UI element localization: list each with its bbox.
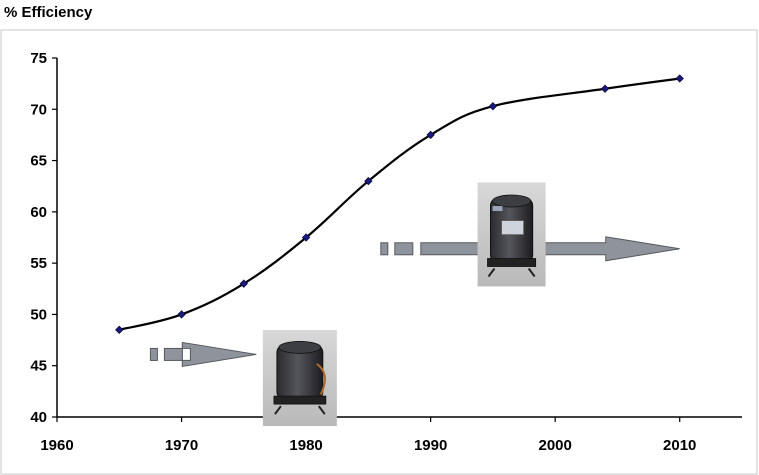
series-line [119,77,680,331]
x-tick-label: 2010 [663,437,696,454]
data-point [600,84,610,93]
arrow-dash [149,347,158,361]
compressor-foot [318,405,326,415]
compressor-top [492,194,532,208]
progress-arrow [149,341,257,368]
data-point [301,233,311,242]
x-tick-label: 2000 [538,437,571,454]
data-point [426,130,435,140]
chart-title: % Efficiency [4,4,93,21]
data-point [488,102,498,111]
x-tick-label: 1970 [165,437,198,454]
x-tick-label: 1960 [40,437,73,454]
arrow-shaft-head [420,236,680,262]
compressor-foot [527,267,536,278]
compressor-tube [316,363,326,395]
arrow-dash [394,242,414,256]
data-point [115,325,124,334]
compressor-foot [487,267,496,278]
x-tick-label: 1990 [414,437,447,454]
compressor-label-plate [501,220,524,235]
compressor-base [273,395,327,405]
compressor-photo-old [262,330,337,427]
x-tick-label: 1980 [289,437,322,454]
compressor-photo-new [477,182,546,287]
compressor-logo-plate [492,206,503,212]
outer-frame [0,29,758,475]
data-point [675,74,684,83]
compressor-base [487,258,537,267]
data-point [239,279,248,288]
y-tick-label: 70 [30,101,47,118]
compressor-foot [274,405,282,415]
y-tick-label: 40 [30,409,47,426]
y-tick-label: 75 [30,50,47,67]
arrow-dash [163,347,183,361]
arrow-dash [380,242,389,256]
y-tick-label: 60 [30,204,47,221]
y-tick-label: 55 [30,255,47,272]
compressor-top [278,341,322,354]
y-tick-label: 65 [30,153,47,170]
y-tick-label: 45 [30,358,47,375]
data-point [364,176,373,186]
y-tick-label: 50 [30,306,47,323]
arrow-shaft-head [181,341,257,368]
data-point [177,310,186,319]
